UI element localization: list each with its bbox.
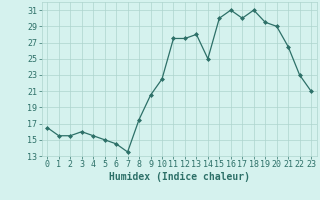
X-axis label: Humidex (Indice chaleur): Humidex (Indice chaleur) [109,172,250,182]
